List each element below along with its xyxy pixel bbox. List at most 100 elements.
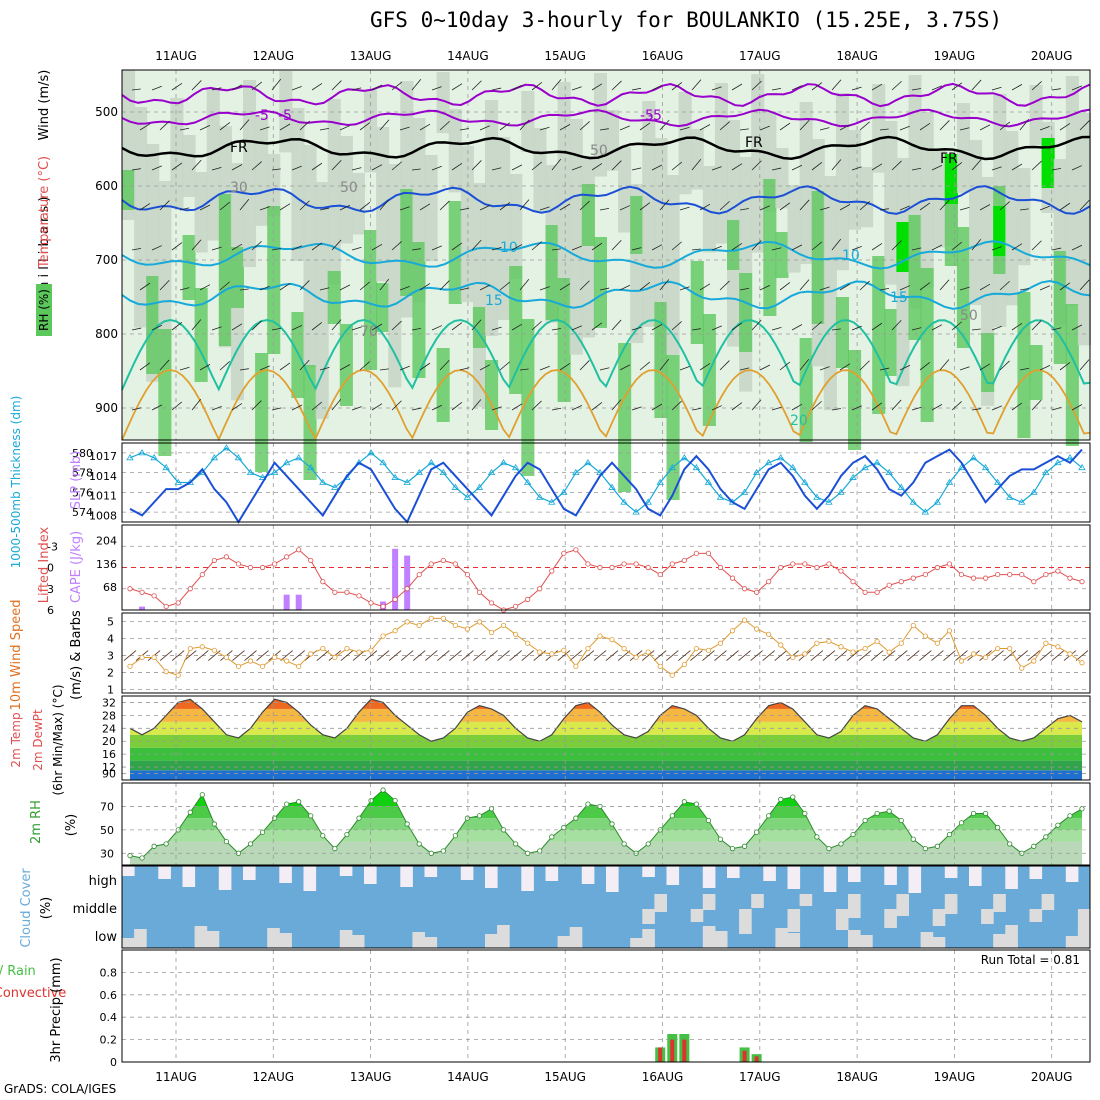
wind-barb bbox=[311, 83, 323, 91]
wind-barb bbox=[931, 244, 943, 251]
wind-barb bbox=[891, 240, 902, 251]
wind-barb bbox=[359, 361, 370, 371]
wind-barb bbox=[691, 407, 702, 411]
temp-contour-10 bbox=[121, 240, 1091, 270]
rh-line-marker bbox=[452, 833, 458, 839]
lifted-index-line-marker bbox=[513, 603, 519, 610]
wind-speed-line-marker bbox=[922, 633, 928, 639]
lifted-index-line-marker bbox=[488, 600, 495, 606]
contour-label: FR bbox=[745, 135, 763, 151]
wind-barb bbox=[1039, 126, 1050, 131]
surface-wind-barb bbox=[473, 650, 486, 661]
wind-speed-line-marker bbox=[356, 649, 362, 655]
thickness-line-marker bbox=[764, 458, 773, 466]
lifted-index-line-marker bbox=[1007, 571, 1013, 578]
wind-barb bbox=[851, 325, 862, 331]
wind-barb bbox=[1059, 202, 1071, 211]
rh-line-marker bbox=[729, 845, 736, 852]
rh-line-marker bbox=[1067, 813, 1073, 819]
wind-speed-line-marker bbox=[235, 663, 242, 669]
rh-line-marker bbox=[151, 843, 157, 849]
wind-speed-line-marker bbox=[669, 672, 675, 678]
wind-barb bbox=[1019, 208, 1029, 211]
rh-line-marker bbox=[862, 817, 868, 824]
wind-speed-label: 10m Wind Speed bbox=[9, 600, 24, 711]
wind-speed-line bbox=[129, 617, 1083, 676]
wind-speed-line-marker bbox=[970, 651, 977, 657]
wind-barb bbox=[1031, 81, 1042, 91]
wind-barb bbox=[199, 204, 211, 211]
wind-barb bbox=[771, 167, 782, 171]
wind-barb bbox=[859, 201, 870, 211]
wind-barb bbox=[459, 367, 470, 371]
slp-label: SLP (mb) bbox=[69, 451, 84, 510]
wind-barb bbox=[1019, 367, 1030, 371]
lifted-index-line-marker bbox=[681, 557, 687, 564]
surface-wind-barb bbox=[509, 650, 522, 661]
surface-wind-barb bbox=[738, 650, 751, 661]
wind-barb bbox=[451, 322, 463, 331]
cloud-gap-low bbox=[714, 931, 728, 948]
date-label-top: 20AUG bbox=[1031, 49, 1073, 63]
thickness-line-marker bbox=[162, 463, 170, 471]
surface-wind-barb bbox=[641, 650, 655, 661]
wind-barb bbox=[311, 401, 323, 411]
lifted-index-line-marker bbox=[982, 575, 989, 581]
wind-barb bbox=[1011, 243, 1023, 251]
wind-barb bbox=[1051, 88, 1061, 91]
wind-barb bbox=[1011, 322, 1023, 331]
wind-barb bbox=[1011, 402, 1023, 411]
wind-barb bbox=[619, 284, 631, 291]
wind-barb bbox=[899, 205, 910, 211]
wind-speed-line-marker bbox=[163, 669, 169, 675]
rh-line-marker bbox=[380, 787, 386, 793]
lifted-index-line-marker bbox=[525, 596, 531, 602]
precip-convective-bar bbox=[682, 1039, 687, 1062]
wind-barb bbox=[419, 203, 431, 211]
wind-barb bbox=[231, 323, 243, 331]
cloud-gap-mid bbox=[654, 894, 667, 912]
temp-band bbox=[130, 760, 1082, 771]
rh-column bbox=[799, 102, 813, 265]
wind-barb bbox=[499, 281, 511, 291]
date-label-top: 15AUG bbox=[544, 49, 586, 63]
wind-barb bbox=[759, 364, 771, 371]
li-tick-label: 0 bbox=[47, 562, 54, 575]
surface-wind-barb bbox=[919, 650, 932, 661]
cloud-gap-high bbox=[666, 866, 680, 885]
wind-barb bbox=[511, 244, 523, 251]
lifted-index-line-marker bbox=[922, 571, 928, 578]
lifted-index-line-marker bbox=[440, 557, 446, 564]
wind-barb bbox=[191, 398, 202, 411]
rh-green-column bbox=[267, 206, 281, 354]
wind-barb bbox=[611, 239, 622, 251]
wind-barb bbox=[351, 326, 362, 331]
lifted-index-line-marker bbox=[537, 586, 543, 592]
wind-barb bbox=[799, 279, 810, 291]
wind-barb bbox=[619, 125, 630, 131]
surface-wind-barb bbox=[750, 650, 763, 661]
wind-speed-line-marker bbox=[862, 645, 868, 652]
wind-barb bbox=[771, 247, 782, 251]
rh-line-marker bbox=[1079, 806, 1085, 812]
upper-tick-label: 900 bbox=[95, 401, 118, 415]
cloud-gap-low bbox=[848, 930, 861, 948]
lifted-index-line-marker bbox=[127, 586, 133, 592]
wind-speed-line-marker bbox=[826, 638, 832, 645]
wind-barb bbox=[379, 368, 389, 371]
wind-barb bbox=[1059, 362, 1071, 371]
wind-speed-line-marker bbox=[452, 622, 458, 629]
wind-barb bbox=[831, 79, 842, 91]
upper-tick-label: 500 bbox=[95, 105, 118, 119]
rh-column bbox=[702, 166, 716, 253]
wind-barb bbox=[731, 322, 743, 331]
cloud-gap-mid bbox=[896, 894, 909, 916]
thickness-line-marker bbox=[680, 454, 689, 461]
rh-line-marker bbox=[693, 801, 699, 807]
temp-tick-label: 24 bbox=[102, 722, 116, 735]
surface-wind-barb bbox=[461, 650, 474, 661]
lifted-index-line-marker bbox=[284, 554, 290, 560]
temp-contour-25 bbox=[121, 369, 1091, 442]
wind-barb bbox=[491, 167, 502, 171]
li-tick-label: 3 bbox=[47, 583, 54, 596]
